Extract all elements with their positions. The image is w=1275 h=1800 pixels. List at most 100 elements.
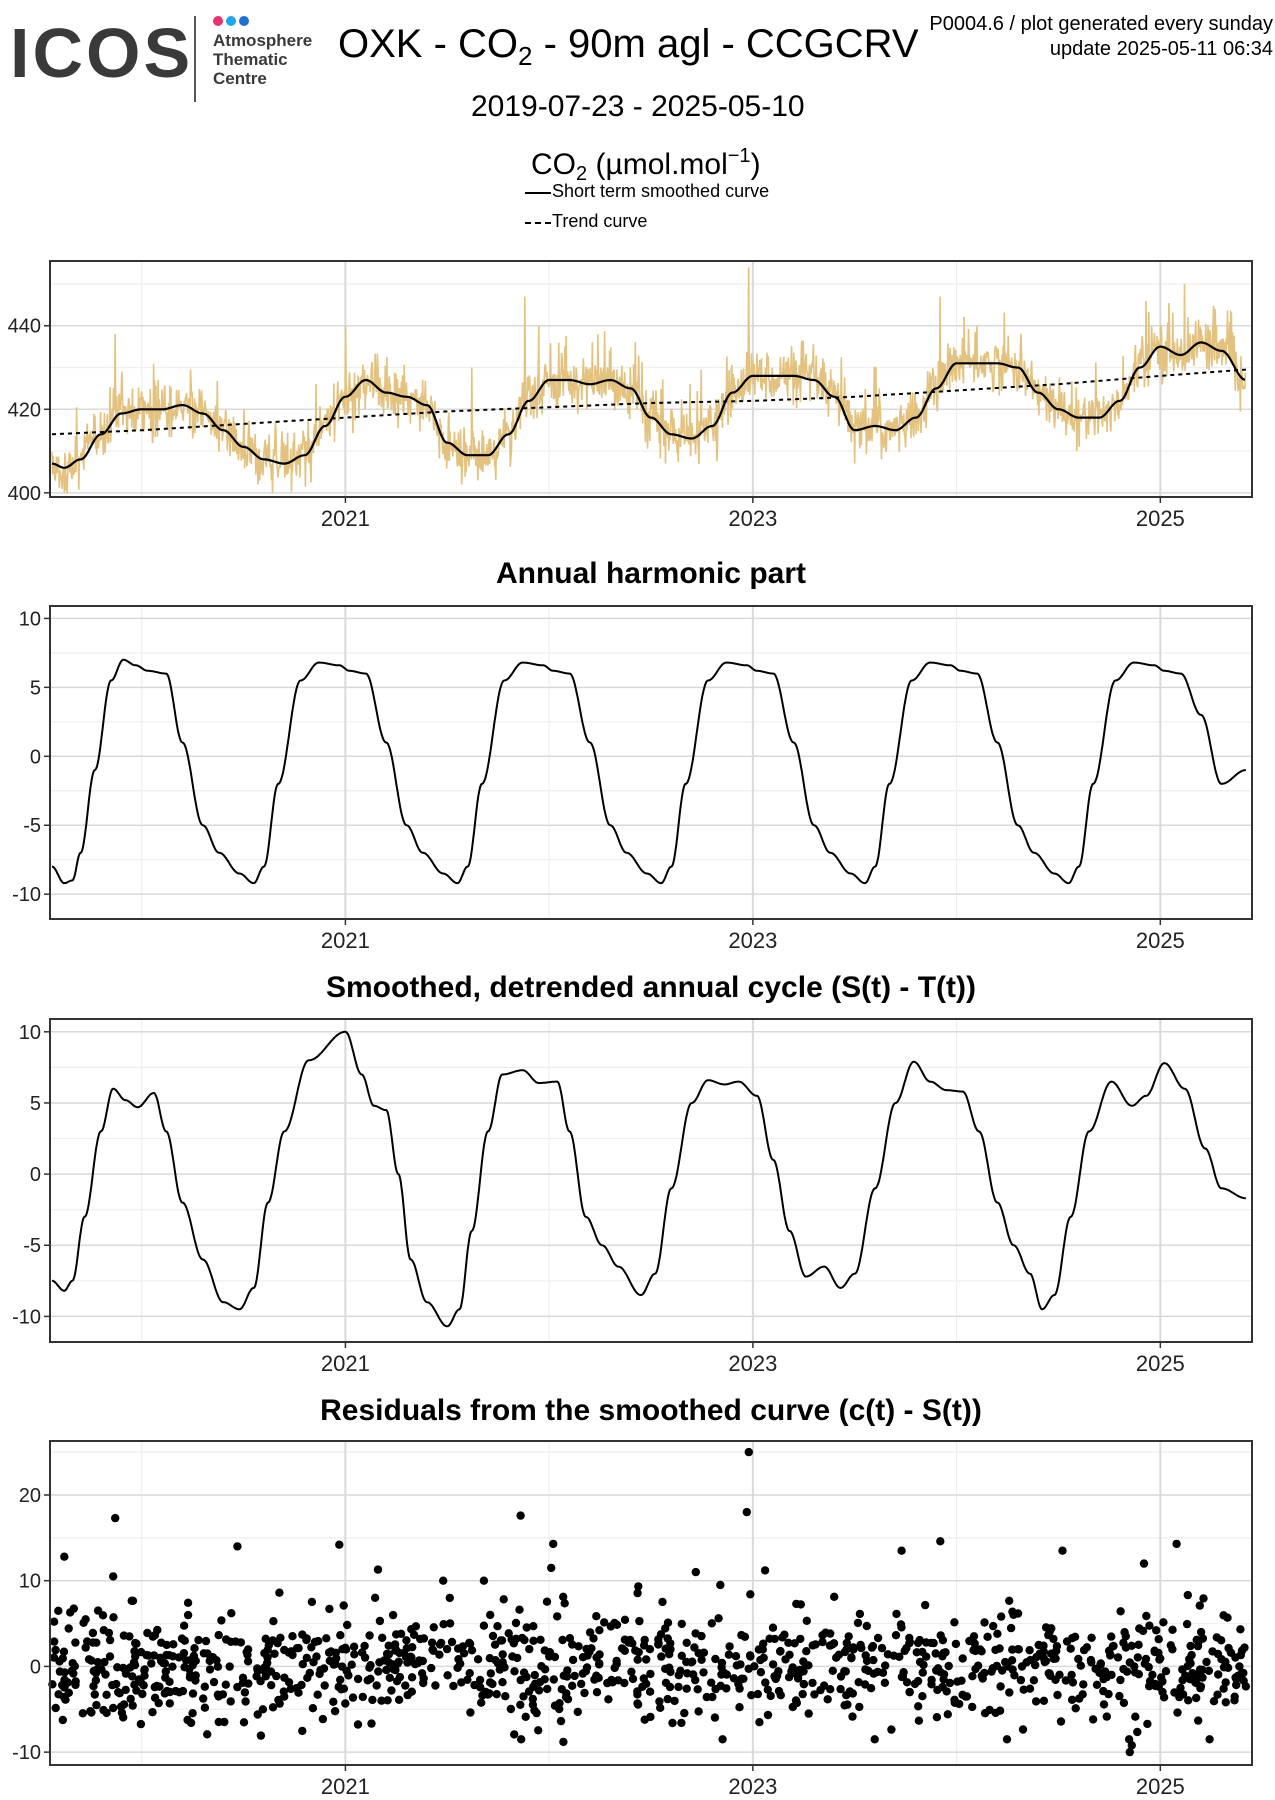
residual-point [1113,1653,1123,1662]
residual-point [968,1672,977,1681]
residual-point [157,1638,166,1647]
residual-point [836,1684,845,1694]
residual-point [390,1640,400,1649]
residual-point [516,1700,525,1710]
residual-point [550,1701,560,1710]
residual-point [372,1681,381,1690]
residual-point [592,1612,601,1621]
residual-point [1154,1648,1163,1658]
residual-point [754,1645,764,1654]
panel-title: Annual harmonic part [496,557,806,590]
residual-point [380,1656,389,1665]
residual-point [582,1663,592,1672]
residual-point [442,1644,452,1654]
residual-point [995,1644,1004,1653]
residual-point [957,1676,966,1685]
residual-point [1205,1735,1214,1744]
residual-point [585,1647,594,1657]
residual-point [89,1666,99,1676]
residual-point [71,1638,80,1647]
residual-point [628,1674,638,1684]
residual-point [387,1686,396,1695]
residual-point [165,1687,175,1697]
residual-point [1116,1675,1125,1685]
residual-point [227,1609,236,1618]
residual-point [657,1652,666,1661]
y-tick-label: 400 [8,483,41,505]
residual-point [342,1666,351,1676]
residual-point [945,1678,955,1688]
residual-point [239,1718,249,1727]
residual-point [631,1646,640,1655]
residual-point [465,1669,474,1678]
residual-point [263,1658,272,1668]
residual-point [1076,1661,1086,1670]
residual-point [844,1632,853,1641]
residual-point [862,1621,871,1631]
residual-point [394,1657,403,1666]
residual-point [543,1684,552,1694]
residual-point [325,1604,334,1614]
residual-point [633,1588,642,1598]
residual-point [1071,1704,1080,1713]
residual-point [139,1681,148,1690]
residual-point [604,1695,613,1704]
residual-point [747,1691,756,1700]
residual-point [718,1735,727,1744]
residual-point [51,1645,60,1655]
residual-point [1125,1747,1135,1757]
residual-point [275,1699,284,1708]
residual-point [382,1665,391,1675]
residual-point [60,1681,69,1691]
residual-point [445,1593,454,1603]
residual-point [861,1651,870,1660]
residual-point [600,1618,609,1627]
residual-point [292,1684,301,1693]
residual-point [373,1565,383,1574]
residual-point [358,1692,367,1702]
residual-point [1108,1642,1118,1651]
residual-point [1131,1712,1140,1721]
residual-point [407,1673,417,1682]
residual-point [763,1710,773,1720]
logo-dot-blue [239,16,249,26]
residual-point [634,1582,643,1591]
residual-point [691,1629,700,1638]
residual-point [716,1580,725,1590]
residual-point [676,1666,685,1676]
residual-point [943,1710,952,1719]
y-tick-label: 10 [19,1022,41,1044]
residual-point [109,1703,118,1713]
residual-point [147,1659,156,1668]
residual-point [594,1673,603,1683]
residual-point [1034,1640,1043,1650]
residual-point [1008,1645,1017,1654]
residual-point [501,1692,510,1701]
residual-point [737,1674,746,1684]
residual-point [225,1662,234,1671]
residual-point [478,1691,487,1700]
residual-point [253,1710,262,1719]
residual-point [510,1667,519,1676]
logo-line3: Centre [213,69,267,88]
residual-point [335,1540,344,1549]
residual-point [126,1694,135,1704]
residual-point [620,1615,630,1625]
residual-point [1174,1690,1184,1699]
residual-point [473,1655,483,1664]
residual-point [360,1653,370,1662]
residual-point [486,1610,495,1620]
residual-point [1039,1696,1049,1706]
x-tick-label: 2021 [321,928,370,953]
residual-point [49,1617,59,1626]
residual-point [439,1576,448,1585]
residual-point [818,1631,827,1640]
logo-line2: Thematic [213,50,288,69]
residual-point [365,1631,374,1640]
residual-point [341,1643,350,1653]
residual-point [645,1687,655,1696]
residual-point [339,1684,349,1693]
residual-point [804,1661,813,1670]
residual-point [353,1674,363,1684]
residual-point [746,1652,755,1661]
